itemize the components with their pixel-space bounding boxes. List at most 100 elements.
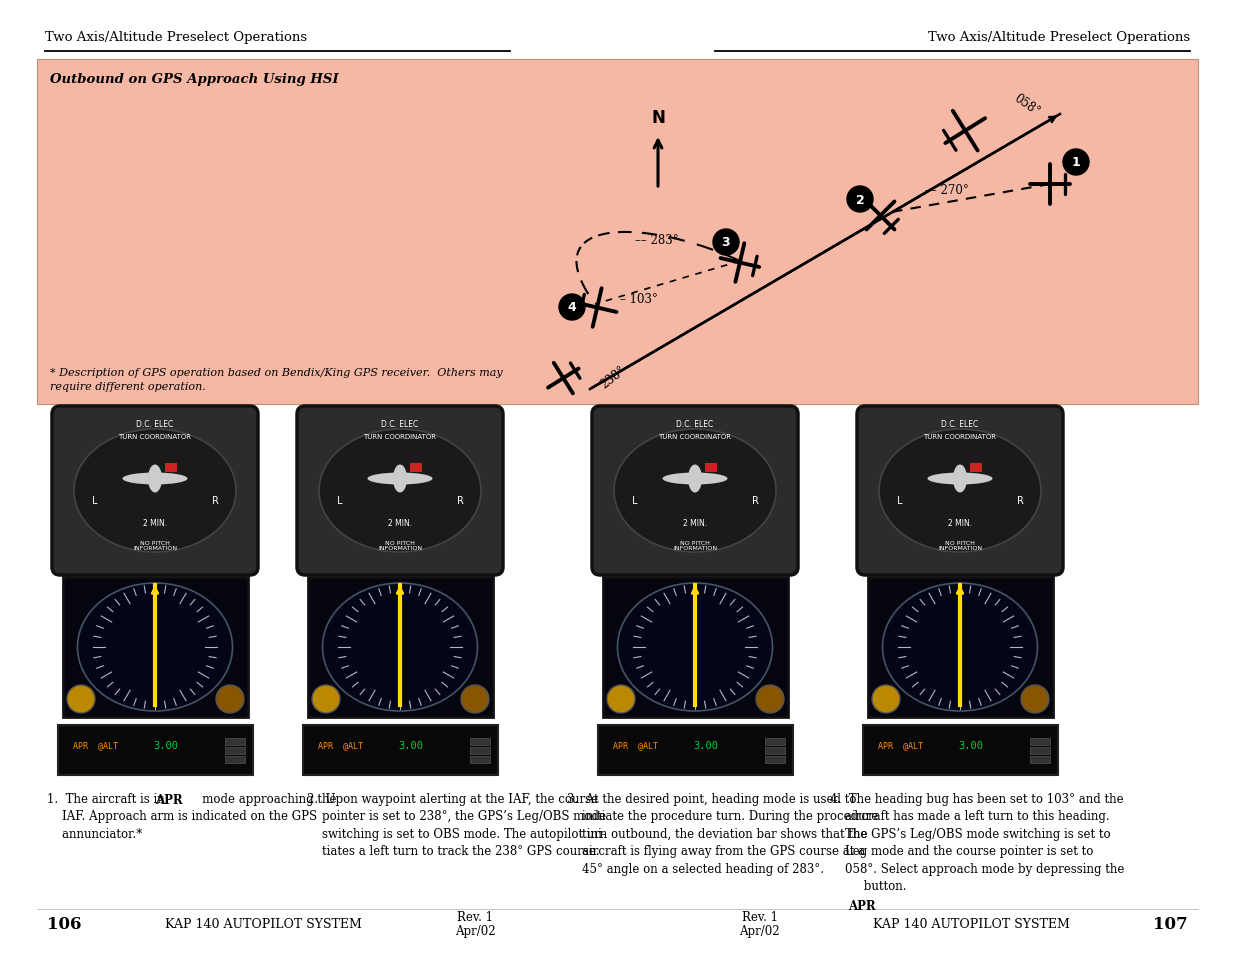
Text: –– 270°: –– 270° <box>925 184 968 197</box>
Text: 106: 106 <box>47 916 82 933</box>
Ellipse shape <box>618 583 773 711</box>
Text: NO PITCH
INFORMATION: NO PITCH INFORMATION <box>133 540 177 551</box>
Text: Rev. 1: Rev. 1 <box>457 910 494 923</box>
Circle shape <box>756 685 784 713</box>
Text: R: R <box>752 496 758 506</box>
Text: D.C. ELEC: D.C. ELEC <box>941 420 978 429</box>
Bar <box>764 739 785 745</box>
Bar <box>868 578 1053 718</box>
Bar <box>603 578 788 718</box>
Bar <box>58 725 253 775</box>
Text: D.C. ELEC: D.C. ELEC <box>677 420 714 429</box>
Text: 3: 3 <box>721 236 730 250</box>
Circle shape <box>1021 685 1049 713</box>
Bar <box>63 578 248 718</box>
Text: APR  @ALT: APR @ALT <box>878 740 923 750</box>
Text: APR  @ALT: APR @ALT <box>73 740 119 750</box>
Bar <box>37 60 1198 405</box>
Text: L: L <box>337 496 343 506</box>
Text: NO PITCH
INFORMATION: NO PITCH INFORMATION <box>378 540 422 551</box>
Bar <box>471 747 490 754</box>
Text: Rev. 1: Rev. 1 <box>741 910 778 923</box>
Text: 107: 107 <box>1153 916 1188 933</box>
Ellipse shape <box>322 583 478 711</box>
Text: KAP 140 AUTOPILOT SYSTEM: KAP 140 AUTOPILOT SYSTEM <box>165 918 362 930</box>
Bar <box>225 757 245 763</box>
Circle shape <box>1063 150 1089 175</box>
Text: * Description of GPS operation based on Bendix/King GPS receiver.  Others may
re: * Description of GPS operation based on … <box>49 368 503 392</box>
Ellipse shape <box>122 473 188 485</box>
Text: APR  @ALT: APR @ALT <box>613 740 658 750</box>
Bar <box>303 725 498 775</box>
Text: 2 MIN.: 2 MIN. <box>683 518 708 527</box>
Ellipse shape <box>879 430 1041 553</box>
Bar <box>1030 747 1050 754</box>
Text: Two Axis/Altitude Preselect Operations: Two Axis/Altitude Preselect Operations <box>927 31 1191 45</box>
Text: 3.  At the desired point, heading mode is used to
    initiate the procedure tur: 3. At the desired point, heading mode is… <box>567 792 878 875</box>
Bar <box>165 463 177 472</box>
FancyBboxPatch shape <box>592 407 798 576</box>
Text: R: R <box>1016 496 1024 506</box>
Circle shape <box>67 685 95 713</box>
Text: R: R <box>457 496 463 506</box>
Bar <box>471 757 490 763</box>
Ellipse shape <box>74 430 236 553</box>
Text: KAP 140 AUTOPILOT SYSTEM: KAP 140 AUTOPILOT SYSTEM <box>873 918 1070 930</box>
Bar <box>1030 757 1050 763</box>
Ellipse shape <box>883 583 1037 711</box>
Text: 3.00: 3.00 <box>958 740 983 750</box>
Text: 2 MIN.: 2 MIN. <box>143 518 167 527</box>
Bar <box>705 463 718 472</box>
Text: Two Axis/Altitude Preselect Operations: Two Axis/Altitude Preselect Operations <box>44 31 308 45</box>
Bar <box>225 739 245 745</box>
Circle shape <box>847 187 873 213</box>
Text: 4.  The heading bug has been set to 103° and the
    aircraft has made a left tu: 4. The heading bug has been set to 103° … <box>830 792 1124 893</box>
Text: L: L <box>898 496 903 506</box>
Circle shape <box>872 685 900 713</box>
Text: TURN COORDINATOR: TURN COORDINATOR <box>119 434 191 439</box>
Text: Apr/02: Apr/02 <box>740 924 779 938</box>
Bar <box>1030 739 1050 745</box>
Text: 2 MIN.: 2 MIN. <box>948 518 972 527</box>
Ellipse shape <box>319 430 480 553</box>
Ellipse shape <box>393 465 408 493</box>
Text: NO PITCH
INFORMATION: NO PITCH INFORMATION <box>937 540 982 551</box>
Text: APR: APR <box>848 899 876 912</box>
Bar <box>863 725 1058 775</box>
Circle shape <box>606 685 635 713</box>
Text: APR  @ALT: APR @ALT <box>317 740 363 750</box>
Circle shape <box>559 294 585 320</box>
Ellipse shape <box>148 465 162 493</box>
Text: –– 283°: –– 283° <box>635 233 678 246</box>
Text: D.C. ELEC: D.C. ELEC <box>136 420 174 429</box>
Circle shape <box>312 685 340 713</box>
Circle shape <box>461 685 489 713</box>
Text: 238°: 238° <box>598 364 629 392</box>
Text: NO PITCH
INFORMATION: NO PITCH INFORMATION <box>673 540 718 551</box>
Bar <box>471 739 490 745</box>
Circle shape <box>216 685 245 713</box>
Text: TURN COORDINATOR: TURN COORDINATOR <box>658 434 731 439</box>
Text: L: L <box>632 496 637 506</box>
Text: R: R <box>211 496 219 506</box>
Bar <box>308 578 493 718</box>
Text: 2.  Upon waypoint alerting at the IAF, the course
    pointer is set to 238°, th: 2. Upon waypoint alerting at the IAF, th… <box>308 792 606 858</box>
Circle shape <box>713 230 739 255</box>
Text: 4: 4 <box>568 301 577 314</box>
Ellipse shape <box>78 583 232 711</box>
Text: D.C. ELEC: D.C. ELEC <box>382 420 419 429</box>
FancyBboxPatch shape <box>52 407 258 576</box>
Text: APR: APR <box>156 793 183 806</box>
FancyBboxPatch shape <box>857 407 1063 576</box>
Text: 1: 1 <box>1072 156 1081 170</box>
Bar <box>764 757 785 763</box>
Text: Outbound on GPS Approach Using HSI: Outbound on GPS Approach Using HSI <box>49 73 338 87</box>
Text: 3.00: 3.00 <box>398 740 424 750</box>
Ellipse shape <box>688 465 701 493</box>
Text: N: N <box>651 109 664 127</box>
Bar <box>598 725 793 775</box>
Text: TURN COORDINATOR: TURN COORDINATOR <box>363 434 436 439</box>
Ellipse shape <box>614 430 776 553</box>
Ellipse shape <box>368 473 432 485</box>
Bar <box>410 463 422 472</box>
